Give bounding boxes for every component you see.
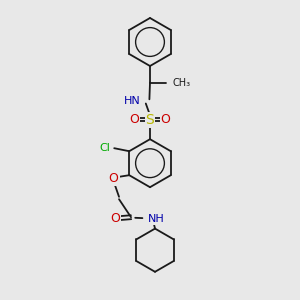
Text: O: O [109, 172, 118, 185]
Text: Cl: Cl [99, 143, 110, 153]
Text: O: O [161, 113, 170, 126]
Text: NH: NH [148, 214, 165, 224]
Text: HN: HN [124, 96, 141, 106]
Text: O: O [110, 212, 120, 225]
Text: S: S [146, 113, 154, 127]
Text: O: O [130, 113, 139, 126]
Text: CH₃: CH₃ [172, 77, 190, 88]
